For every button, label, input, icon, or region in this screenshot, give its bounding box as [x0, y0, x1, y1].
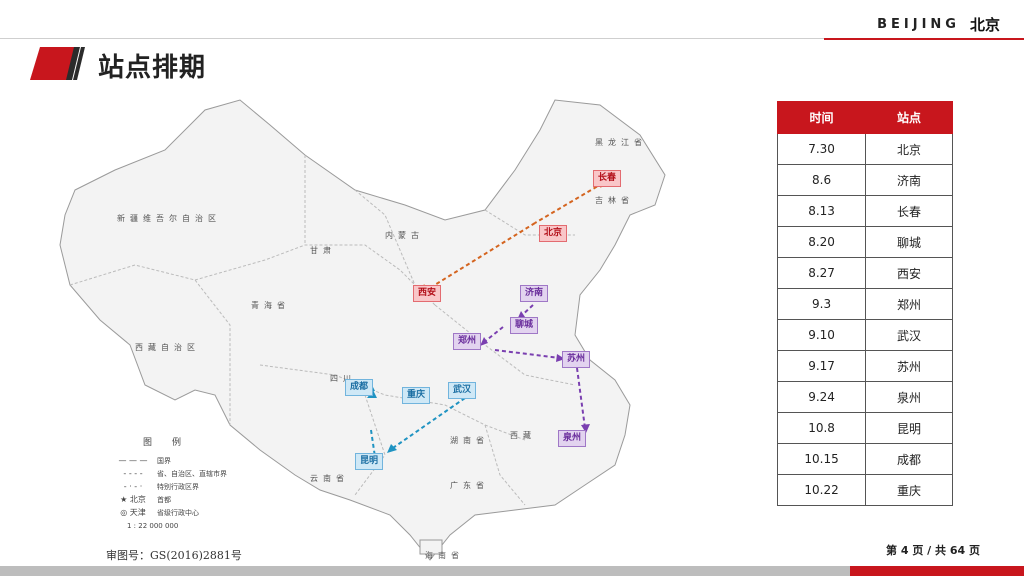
table-row: 8.13 长春 — [776, 195, 953, 227]
table-row: 9.24 泉州 — [776, 381, 953, 413]
table-row: 9.3 郑州 — [776, 288, 953, 320]
date-cell: 8.20 — [776, 226, 867, 258]
city-tag-beijing: 北京 — [539, 225, 568, 242]
legend-symbol: ★ 北京 — [120, 495, 146, 504]
legend-label: 国界 — [157, 456, 171, 465]
city-tag-zhengzhou: 郑州 — [453, 333, 482, 350]
legend-row: - · - · 特别行政区界 — [115, 480, 235, 493]
date-cell: 8.13 — [776, 195, 867, 227]
city-tag-jinan: 济南 — [520, 285, 549, 302]
site-cell: 昆明 — [865, 412, 953, 444]
date-cell: 10.8 — [776, 412, 867, 444]
brand-logo: BEIJING 北京 — [877, 14, 1000, 35]
region-label: 西藏自治区 — [135, 343, 200, 352]
city-tag-liaocheng: 聊城 — [510, 317, 539, 334]
header-accent-line — [824, 38, 1024, 40]
legend-title: 图例 — [143, 438, 202, 448]
site-cell: 成都 — [865, 443, 953, 475]
date-cell: 9.3 — [776, 288, 867, 320]
site-cell: 聊城 — [865, 226, 953, 258]
page-indicator: 第 4 页 / 共 64 页 — [886, 544, 980, 557]
date-cell: 10.15 — [776, 443, 867, 475]
footer-accent-bar — [850, 566, 1024, 576]
table-row: 10.15 成都 — [776, 443, 953, 475]
date-cell: 10.22 — [776, 474, 867, 506]
region-label: 黑龙江省 — [595, 138, 647, 147]
table-row: 8.6 济南 — [776, 164, 953, 196]
legend-label: 省、自治区、直辖市界 — [157, 469, 227, 478]
site-cell: 济南 — [865, 164, 953, 196]
legend-label: 首都 — [157, 495, 171, 504]
brand-logo-en: BEIJING — [877, 17, 960, 32]
legend-label: 特别行政区界 — [157, 482, 199, 491]
site-cell: 长春 — [865, 195, 953, 227]
city-tag-xian: 西安 — [413, 285, 442, 302]
site-cell: 西安 — [865, 257, 953, 289]
site-cell: 重庆 — [865, 474, 953, 506]
legend-row: — — — 国界 — [115, 454, 235, 467]
city-tag-wuhan: 武汉 — [448, 382, 477, 399]
region-label: 吉林省 — [595, 196, 634, 205]
city-tag-chengdu: 成都 — [345, 379, 374, 396]
table-row: 8.20 聊城 — [776, 226, 953, 258]
table-row: 8.27 西安 — [776, 257, 953, 289]
legend-row: ◎ 天津 省级行政中心 — [115, 506, 235, 519]
date-cell: 8.6 — [776, 164, 867, 196]
legend-symbol: - · - · — [123, 482, 143, 491]
map-legend: 图例 — — — 国界 - - - - 省、自治区、直辖市界 - · - · 特… — [115, 435, 235, 532]
legend-symbol: — — — — [118, 456, 148, 465]
region-label: 四川 — [330, 374, 356, 383]
legend-symbol: - - - - — [123, 469, 143, 478]
site-cell: 武汉 — [865, 319, 953, 351]
table-header-row: 时间 站点 — [776, 101, 953, 134]
header-divider — [0, 38, 1024, 39]
legend-label: 省级行政中心 — [157, 508, 199, 517]
city-tag-kunming: 昆明 — [355, 453, 384, 470]
legend-row: ★ 北京 首都 — [115, 493, 235, 506]
region-label: 西藏 — [510, 431, 536, 440]
region-label: 新疆维吾尔自治区 — [117, 214, 221, 223]
brand-logo-cn: 北京 — [969, 16, 1000, 34]
city-tag-suzhou: 苏州 — [562, 351, 591, 368]
date-cell: 7.30 — [776, 133, 867, 165]
site-cell: 北京 — [865, 133, 953, 165]
date-cell: 9.10 — [776, 319, 867, 351]
title-accent-icon — [30, 47, 85, 80]
date-cell: 9.24 — [776, 381, 867, 413]
column-header-site: 站点 — [865, 101, 953, 134]
table-row: 10.22 重庆 — [776, 474, 953, 506]
table-row: 7.30 北京 — [776, 133, 953, 165]
table-row: 9.10 武汉 — [776, 319, 953, 351]
site-cell: 泉州 — [865, 381, 953, 413]
region-label: 内蒙古 — [385, 231, 424, 240]
site-cell: 苏州 — [865, 350, 953, 382]
table-row: 10.8 昆明 — [776, 412, 953, 444]
city-tag-quanzhou: 泉州 — [558, 430, 587, 447]
map-review-number: 审图号：GS(2016)2881号 — [106, 549, 242, 562]
region-label: 云南省 — [310, 474, 349, 483]
region-label: 湖南省 — [450, 436, 489, 445]
region-label: 青海省 — [251, 301, 290, 310]
region-label: 广东省 — [450, 481, 489, 490]
china-map: 新疆维吾尔自治区 西藏自治区 青海省 甘肃 内蒙古 黑龙江省 吉林省 四川 云南… — [55, 95, 675, 565]
city-tag-chongqing: 重庆 — [402, 387, 431, 404]
site-cell: 郑州 — [865, 288, 953, 320]
region-label: 海南省 — [425, 551, 464, 560]
date-cell: 8.27 — [776, 257, 867, 289]
column-header-date: 时间 — [776, 101, 867, 134]
footer-bar — [0, 566, 1024, 576]
date-cell: 9.17 — [776, 350, 867, 382]
china-map-outline — [59, 99, 666, 561]
page-title: 站点排期 — [98, 53, 207, 83]
legend-symbol: ◎ 天津 — [120, 508, 146, 517]
legend-scale: 1 : 22 000 000 — [127, 521, 179, 530]
region-label: 甘肃 — [310, 246, 336, 255]
legend-row: - - - - 省、自治区、直辖市界 — [115, 467, 235, 480]
schedule-table: 时间 站点 7.30 北京 8.6 济南 8.13 长春 8.20 聊城 8.27 西安 … — [776, 101, 953, 506]
table-row: 9.17 苏州 — [776, 350, 953, 382]
city-tag-changchun: 长春 — [593, 170, 622, 187]
